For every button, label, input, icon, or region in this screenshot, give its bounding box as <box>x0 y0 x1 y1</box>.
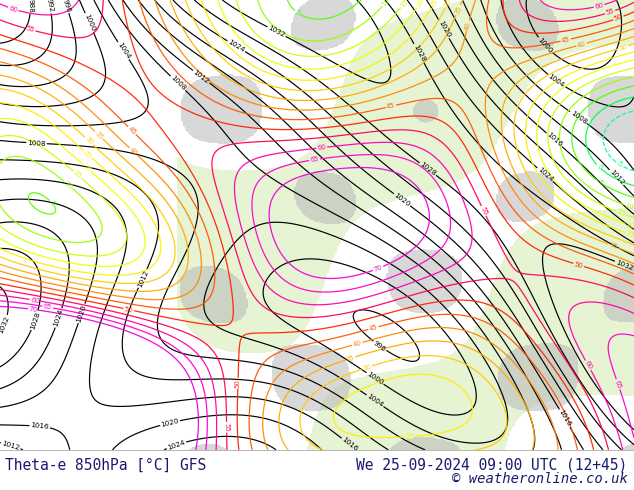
Text: 60: 60 <box>583 360 593 370</box>
Text: 35: 35 <box>453 5 463 15</box>
Text: 1020: 1020 <box>160 418 179 428</box>
Text: 20: 20 <box>415 0 425 9</box>
Text: 1024: 1024 <box>227 39 246 53</box>
Text: 1032: 1032 <box>0 315 11 334</box>
Text: 1024: 1024 <box>53 308 65 328</box>
Text: 1012: 1012 <box>136 269 149 288</box>
Text: 55: 55 <box>605 8 615 17</box>
Text: 996: 996 <box>61 0 72 13</box>
Text: 40: 40 <box>464 21 472 31</box>
Text: 30: 30 <box>361 363 372 372</box>
Text: 45: 45 <box>127 125 137 136</box>
Text: 60: 60 <box>594 2 604 10</box>
Text: 40: 40 <box>576 41 586 49</box>
Text: 1008: 1008 <box>27 140 46 147</box>
Text: 25: 25 <box>405 433 415 440</box>
Text: 55: 55 <box>25 25 36 34</box>
Text: 5: 5 <box>48 199 56 207</box>
Text: 15: 15 <box>72 170 82 180</box>
Text: 60: 60 <box>8 5 18 13</box>
Text: 1016: 1016 <box>557 409 572 428</box>
Text: 50: 50 <box>124 306 134 314</box>
Text: 45: 45 <box>386 102 396 110</box>
Text: 1004: 1004 <box>547 73 566 88</box>
Text: 10: 10 <box>63 180 74 190</box>
Text: 1020: 1020 <box>76 304 87 323</box>
Text: 1012: 1012 <box>608 169 625 186</box>
Text: 1000: 1000 <box>366 371 384 386</box>
Text: 50: 50 <box>613 14 624 23</box>
Text: 1024: 1024 <box>167 439 186 451</box>
Text: 25: 25 <box>625 230 634 239</box>
Text: 50: 50 <box>573 261 584 269</box>
Text: 30: 30 <box>84 136 94 147</box>
Text: 70: 70 <box>29 306 38 313</box>
Text: 1004: 1004 <box>116 41 131 60</box>
Text: 1000: 1000 <box>83 13 96 32</box>
Text: 5: 5 <box>597 179 604 187</box>
Text: 60: 60 <box>30 296 40 304</box>
Text: 1028: 1028 <box>29 311 41 330</box>
Text: 45: 45 <box>560 36 571 44</box>
Text: 1028: 1028 <box>418 161 437 177</box>
Text: 1012: 1012 <box>1 440 20 451</box>
Text: 15: 15 <box>616 209 626 218</box>
Text: 30: 30 <box>618 43 628 51</box>
Text: We 25-09-2024 09:00 UTC (12+45): We 25-09-2024 09:00 UTC (12+45) <box>356 458 628 473</box>
Text: 65: 65 <box>614 379 623 390</box>
Text: 1004: 1004 <box>366 393 384 409</box>
Text: 25: 25 <box>429 0 439 9</box>
Text: 1020: 1020 <box>437 20 451 39</box>
Text: 35: 35 <box>345 354 355 363</box>
Text: 1028: 1028 <box>412 44 426 63</box>
Text: -5: -5 <box>615 160 624 169</box>
Text: 30: 30 <box>443 0 453 8</box>
Text: 40: 40 <box>128 147 139 157</box>
Text: 1024: 1024 <box>536 167 554 183</box>
Text: 25: 25 <box>82 149 93 159</box>
Text: 20: 20 <box>625 221 634 230</box>
Text: 988: 988 <box>27 0 34 13</box>
Text: 20: 20 <box>82 163 93 173</box>
Text: 1016: 1016 <box>545 131 563 148</box>
Text: 996: 996 <box>372 340 387 352</box>
Text: 1012: 1012 <box>192 69 210 85</box>
Text: Theta-e 850hPa [°C] GFS: Theta-e 850hPa [°C] GFS <box>5 458 206 473</box>
Text: 1008: 1008 <box>569 110 588 125</box>
Text: 65: 65 <box>310 156 320 163</box>
Text: 35: 35 <box>94 130 104 141</box>
Text: 50: 50 <box>235 379 241 388</box>
Text: 5: 5 <box>294 9 301 16</box>
Text: 1016: 1016 <box>30 422 49 430</box>
Text: 0: 0 <box>595 163 603 171</box>
Text: 55: 55 <box>224 423 230 432</box>
Text: 70: 70 <box>373 264 384 273</box>
Text: 10: 10 <box>381 0 391 8</box>
Text: 1000: 1000 <box>536 36 553 54</box>
Text: 1032: 1032 <box>267 24 286 39</box>
Text: 65: 65 <box>42 303 53 311</box>
Text: 60: 60 <box>317 144 327 151</box>
Text: 10: 10 <box>624 202 634 211</box>
Text: 15: 15 <box>399 0 409 9</box>
Text: 1020: 1020 <box>393 192 411 208</box>
Text: 1008: 1008 <box>169 74 186 92</box>
Text: 55: 55 <box>479 206 488 216</box>
Text: 1016: 1016 <box>340 437 359 453</box>
Text: 45: 45 <box>368 324 378 332</box>
Text: 1032: 1032 <box>615 259 634 271</box>
Text: © weatheronline.co.uk: © weatheronline.co.uk <box>452 472 628 486</box>
Text: 35: 35 <box>608 242 619 250</box>
Text: 992: 992 <box>45 0 54 13</box>
Text: 40: 40 <box>352 340 362 348</box>
